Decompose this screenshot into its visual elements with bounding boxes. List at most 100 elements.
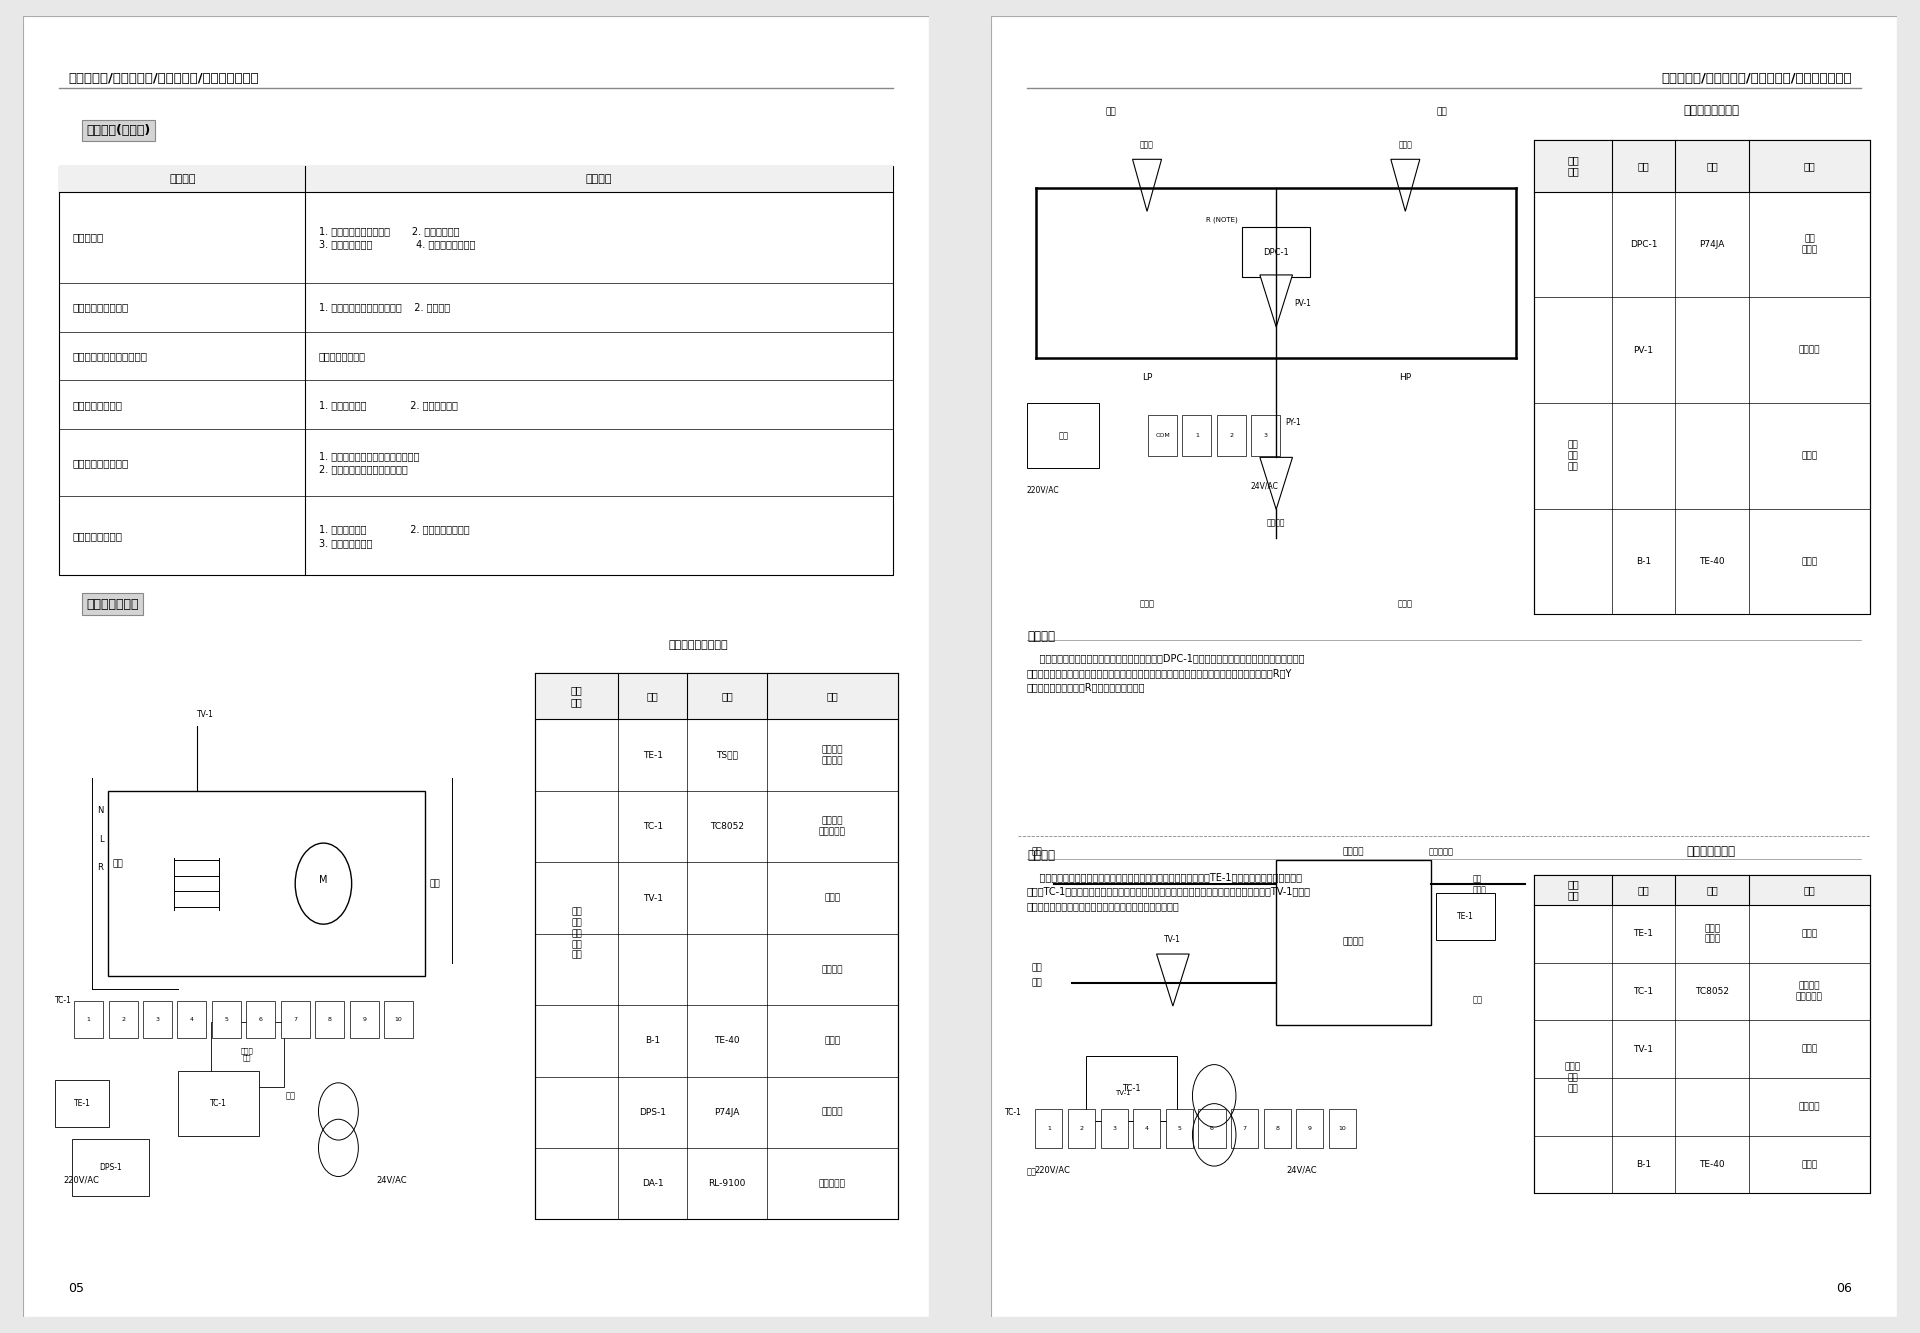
Text: 说明: 说明 — [1803, 885, 1814, 894]
Bar — [56, 1080, 109, 1128]
Bar — [1068, 1109, 1094, 1148]
Text: 电源: 电源 — [1058, 431, 1068, 440]
Text: TV-1: TV-1 — [198, 710, 215, 720]
Text: 电源: 电源 — [1027, 1168, 1037, 1177]
Text: 1. 管路压差已超过阀门允许的最大关
2. 阀压差，执行机构输出力不够: 1. 管路压差已超过阀门允许的最大关 2. 阀压差，执行机构输出力不够 — [319, 451, 419, 475]
Text: 高压端: 高压端 — [1398, 599, 1413, 608]
Bar — [1148, 415, 1177, 456]
Bar — [1534, 874, 1870, 905]
Text: 型号: 型号 — [1707, 885, 1718, 894]
Text: COM: COM — [1156, 433, 1169, 439]
Text: TE-1: TE-1 — [73, 1100, 90, 1108]
Bar — [142, 1001, 173, 1038]
Bar — [1027, 403, 1100, 468]
Text: N: N — [96, 806, 104, 814]
Bar — [177, 1072, 259, 1136]
Bar — [1198, 1109, 1225, 1148]
Text: 2: 2 — [1079, 1126, 1083, 1130]
Text: 手动阀: 手动阀 — [1398, 140, 1413, 149]
Text: TE-40: TE-40 — [714, 1036, 739, 1045]
Text: DPC-1: DPC-1 — [1263, 248, 1288, 257]
Text: 8: 8 — [328, 1017, 332, 1022]
Text: TE-40: TE-40 — [1699, 1160, 1724, 1169]
Text: 温控阀控制系统: 温控阀控制系统 — [1686, 845, 1736, 857]
Text: 比例
积分
温度
控制
系统: 比例 积分 温度 控制 系统 — [572, 908, 582, 960]
Text: 3: 3 — [1112, 1126, 1116, 1130]
Text: 热交换器: 热交换器 — [1342, 937, 1365, 946]
Text: DPC-1: DPC-1 — [1630, 240, 1657, 249]
Bar — [536, 673, 897, 1220]
Text: 比例积分
温度控制器: 比例积分 温度控制器 — [818, 817, 845, 837]
Text: 本系统应用于供暖系统的热交换器控制。通过安装于循环水管上的TE-1温度传感器实时检测温度，
反馈给TC-1温度控制器由控制器设定值与传感器信号比较，输出相应的压: 本系统应用于供暖系统的热交换器控制。通过安装于循环水管上的TE-1温度传感器实时… — [1027, 872, 1311, 910]
Text: TC-1: TC-1 — [643, 822, 662, 830]
Text: TC-1: TC-1 — [209, 1100, 227, 1108]
Text: 供暖
循环水: 供暖 循环水 — [1473, 874, 1486, 894]
Bar — [60, 165, 893, 576]
Text: 调节阀体: 调节阀体 — [822, 965, 843, 974]
Text: DPS-1: DPS-1 — [100, 1162, 123, 1172]
Text: 阀在调节过程中停止: 阀在调节过程中停止 — [73, 303, 129, 312]
Text: B-1: B-1 — [1636, 1160, 1651, 1169]
Text: 工作原理: 工作原理 — [1027, 631, 1054, 643]
Text: 执行器: 执行器 — [1801, 1045, 1818, 1053]
Bar — [108, 790, 424, 976]
Bar — [1242, 228, 1309, 277]
Text: TC8052: TC8052 — [710, 822, 745, 830]
Text: 送风: 送风 — [430, 880, 440, 888]
Text: 1: 1 — [1194, 433, 1198, 439]
Text: 风管式温
度传感器: 风管式温 度传感器 — [822, 745, 843, 765]
Bar — [1231, 1109, 1258, 1148]
Bar — [1534, 140, 1870, 615]
Text: 5: 5 — [1177, 1126, 1181, 1130]
Text: 本控制系统由如图所示各部分组成。压差控制器DPC-1对系统的进水与回水压差进行检测，并根据
检测结果对调节阀进行调节控制，从而使进水与回水间实现旁通，以保持所要: 本控制系统由如图所示各部分组成。压差控制器DPC-1对系统的进水与回水压差进行检… — [1027, 653, 1304, 692]
Text: 风门驱动器: 风门驱动器 — [818, 1180, 845, 1188]
Text: 手动旁阀: 手动旁阀 — [1267, 519, 1284, 528]
Bar — [1277, 860, 1430, 1025]
Bar — [1183, 415, 1212, 456]
Text: 9: 9 — [363, 1017, 367, 1022]
Text: 供暖循环水: 供暖循环水 — [1428, 848, 1453, 856]
Bar — [1329, 1109, 1356, 1148]
Bar — [1534, 874, 1870, 1193]
Bar — [177, 1001, 207, 1038]
Text: 说明: 说明 — [1803, 161, 1814, 171]
Text: 限位开关产生故障: 限位开关产生故障 — [319, 351, 367, 361]
Bar — [1217, 415, 1246, 456]
Text: 变压器: 变压器 — [1801, 1160, 1818, 1169]
Polygon shape — [1133, 160, 1162, 212]
Text: B-1: B-1 — [645, 1036, 660, 1045]
Bar — [211, 1001, 240, 1038]
Bar — [1087, 1056, 1177, 1121]
Polygon shape — [1260, 457, 1292, 509]
Text: B-1: B-1 — [1636, 557, 1651, 567]
Text: 4: 4 — [1144, 1126, 1148, 1130]
Bar — [280, 1001, 309, 1038]
Text: 代号: 代号 — [1638, 161, 1649, 171]
Polygon shape — [1260, 275, 1292, 327]
Text: TS系列: TS系列 — [716, 750, 737, 760]
Text: 电动二通阀/电动温控阀/电动调节阀/比例积分调节阀: 电动二通阀/电动温控阀/电动调节阀/比例积分调节阀 — [69, 72, 259, 85]
Text: 型号: 型号 — [1707, 161, 1718, 171]
Text: 1: 1 — [86, 1017, 90, 1022]
Text: 订货特
殊说明: 订货特 殊说明 — [1705, 924, 1720, 944]
Text: 填料及连接处泄漏: 填料及连接处泄漏 — [73, 531, 123, 541]
Text: 执行器驱动力减小: 执行器驱动力减小 — [73, 400, 123, 409]
Bar — [211, 1022, 284, 1086]
Text: 06: 06 — [1836, 1282, 1851, 1294]
Text: 阀瓣达不到全闭位置: 阀瓣达不到全闭位置 — [73, 457, 129, 468]
Text: 代号: 代号 — [1638, 885, 1649, 894]
Text: 代号: 代号 — [647, 692, 659, 701]
Text: 1. 电机电压不足              2. 电源电压偏低: 1. 电机电压不足 2. 电源电压偏低 — [319, 400, 457, 409]
Text: TE-40: TE-40 — [1699, 557, 1724, 567]
Text: 7: 7 — [1242, 1126, 1246, 1130]
Text: 压差开关: 压差开关 — [822, 1108, 843, 1117]
Text: TV-1: TV-1 — [1116, 1090, 1131, 1096]
Text: 1. 电源没接入或断线脱落       2. 电源电压偏低
3. 电容器被击穿或              4. 限位开关接触不良: 1. 电源没接入或断线脱落 2. 电源电压偏低 3. 电容器被击穿或 4. 限位… — [319, 225, 476, 249]
Text: TE-1: TE-1 — [1457, 912, 1475, 921]
Text: DA-1: DA-1 — [641, 1180, 664, 1188]
Text: 低压端: 低压端 — [1140, 599, 1154, 608]
Text: 2: 2 — [1229, 433, 1233, 439]
Text: P74JA: P74JA — [714, 1108, 739, 1117]
Text: 出水: 出水 — [1473, 996, 1482, 1005]
Bar — [384, 1001, 413, 1038]
